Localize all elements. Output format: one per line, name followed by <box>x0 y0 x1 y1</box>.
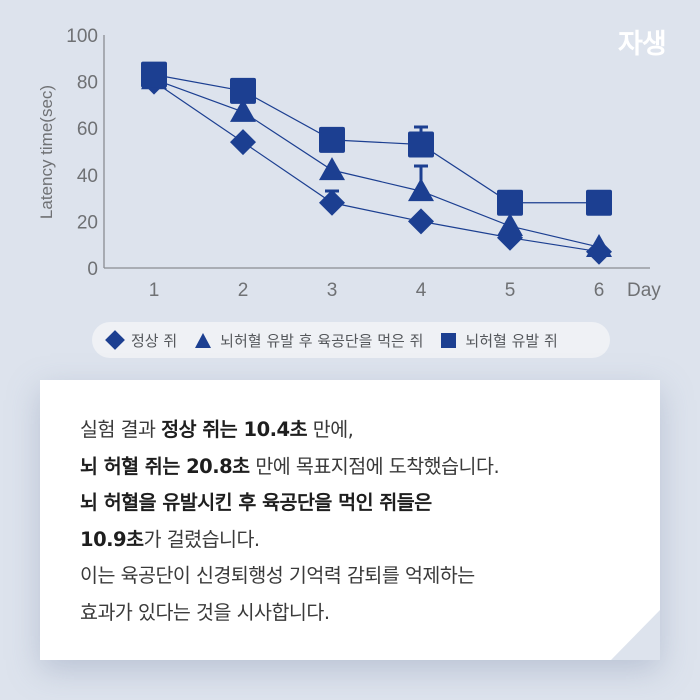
series-line <box>153 78 600 248</box>
brand-logo: 자생 <box>618 29 667 60</box>
legend-item-ischemia: 뇌허혈 유발 쥐 <box>441 330 558 351</box>
chart-legend: 정상 쥐 뇌허혈 유발 후 육공단을 먹은 쥐 뇌허혈 유발 쥐 <box>92 322 610 358</box>
emphasis-text: 정상 쥐는 10.4초 <box>161 418 308 441</box>
square-marker-icon <box>441 332 457 348</box>
y-tick-label: 60 <box>77 119 98 140</box>
legend-item-normal: 정상 쥐 <box>105 330 178 351</box>
summary-line: 뇌 허혈 쥐는 20.8초 만에 목표지점에 도착했습니다. <box>80 449 500 486</box>
body-text: 실험 결과 <box>80 418 162 441</box>
square-marker-icon <box>497 189 523 216</box>
square-marker-icon <box>141 61 167 88</box>
triangle-marker-icon <box>319 157 345 181</box>
y-tick-label: 0 <box>87 259 98 280</box>
y-tick-label: 80 <box>77 73 98 94</box>
body-text: 가 걸렸습니다. <box>143 527 261 551</box>
square-marker-icon <box>230 77 256 104</box>
summary-line: 뇌 허혈을 유발시킨 후 육공단을 먹인 쥐들은 <box>80 485 499 522</box>
x-tick-label: 6 <box>594 280 605 301</box>
triangle-marker-icon <box>195 332 212 348</box>
square-marker-icon <box>319 126 345 153</box>
triangle-marker-icon <box>586 234 612 258</box>
emphasis-text: 뇌 허혈을 유발시킨 후 육공단을 먹인 쥐들은 <box>80 491 432 514</box>
diamond-marker-icon <box>408 208 434 235</box>
triangle-marker-icon <box>230 98 256 122</box>
summary-line: 10.9초가 걸렸습니다. <box>80 522 499 559</box>
y-tick-label: 40 <box>77 166 98 187</box>
summary-line: 효과가 있다는 것을 시사합니다. <box>80 595 499 632</box>
legend-label: 뇌허혈 유발 후 육공단을 먹은 쥐 <box>220 331 424 350</box>
summary-line: 실험 결과 정상 쥐는 10.4초 만에, <box>80 412 499 449</box>
body-text: 만에 목표지점에 도착했습니다. <box>249 454 500 478</box>
y-axis-title: Latency time(sec) <box>37 85 56 219</box>
x-tick-label: 1 <box>149 280 160 301</box>
y-tick-label: 100 <box>66 26 98 47</box>
emphasis-text: 뇌 허혈 쥐는 20.8초 <box>80 454 250 478</box>
series-line <box>153 81 600 253</box>
body-text: 만에, <box>307 418 354 441</box>
summary-text: 실험 결과 정상 쥐는 10.4초 만에, 뇌 허혈 쥐는 20.8초 만에 목표… <box>80 412 500 632</box>
diamond-marker-icon <box>105 330 125 350</box>
summary-line: 이는 육공단이 신경퇴행성 기억력 감퇴를 억제하는 <box>80 558 499 595</box>
square-marker-icon <box>408 131 434 158</box>
latency-line-chart: 0 20 40 60 80 100 1 2 3 4 5 6 Day Latency time(sec) <box>37 26 661 301</box>
x-tick-label: 2 <box>238 280 249 301</box>
diamond-marker-icon <box>230 129 256 156</box>
x-tick-label: 4 <box>416 280 427 301</box>
square-marker-icon <box>586 189 612 216</box>
x-axis-title: Day <box>627 280 661 301</box>
triangle-marker-icon <box>497 213 523 237</box>
x-tick-label: 5 <box>505 280 516 301</box>
body-text: 효과가 있다는 것을 시사합니다. <box>80 600 330 624</box>
x-tick-label: 3 <box>327 280 338 301</box>
diamond-marker-icon <box>319 189 345 216</box>
triangle-marker-icon <box>408 178 434 202</box>
summary-card: 실험 결과 정상 쥐는 10.4초 만에, 뇌 허혈 쥐는 20.8초 만에 목표… <box>40 380 660 660</box>
legend-label: 뇌허혈 유발 쥐 <box>465 331 558 350</box>
y-tick-label: 20 <box>77 212 98 233</box>
series-line <box>153 74 599 204</box>
legend-label: 정상 쥐 <box>131 331 178 350</box>
emphasis-text: 10.9초 <box>80 527 144 551</box>
body-text: 이는 육공단이 신경퇴행성 기억력 감퇴를 억제하는 <box>80 564 475 587</box>
legend-item-treated: 뇌허혈 유발 후 육공단을 먹은 쥐 <box>195 330 423 351</box>
